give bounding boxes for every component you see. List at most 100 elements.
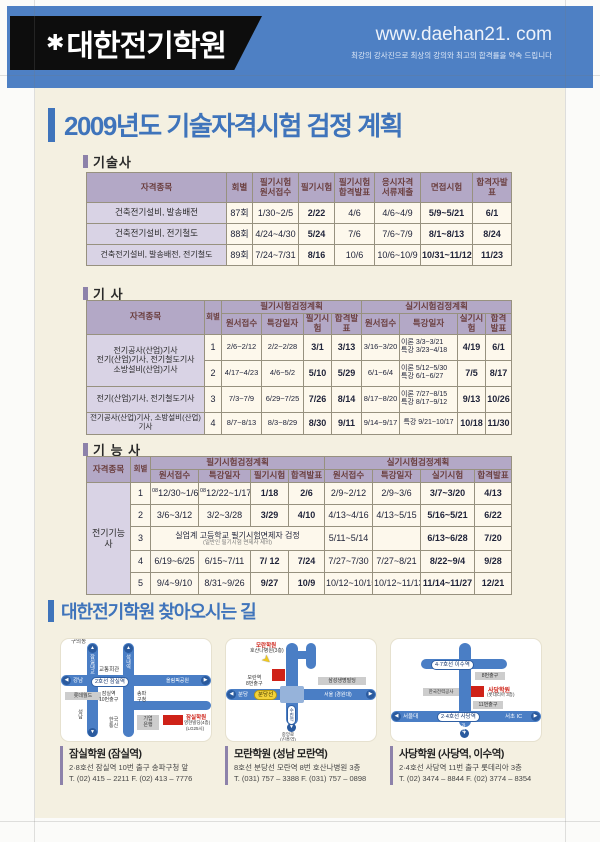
cell: 4 (204, 411, 222, 435)
cell: 10/6 (334, 244, 375, 266)
cell: 5/11~5/14 (324, 526, 373, 551)
cell: 3/2~3/28 (198, 504, 251, 527)
section-bar (83, 443, 88, 456)
cell: 8/22~9/4 (420, 550, 475, 573)
table-row: 3 실업계 고등학교 필기시험면제자 검정 (일반인 필기시험 면제자 제외) 5… (87, 526, 512, 551)
cell: 8/3~8/29 (261, 411, 304, 435)
col-header: 자격종목 (86, 456, 131, 483)
cell: 5/10 (303, 359, 332, 387)
station-badge: 2·4호선 사당역 (437, 712, 480, 723)
section-bar (83, 155, 88, 168)
academy-logo-text: 대한전기학원 (66, 30, 227, 63)
arrow-right-icon: ▶ (201, 676, 210, 685)
academy-label: 모란학원 (256, 643, 277, 649)
cell: 9/4~9/10 (150, 572, 199, 595)
col-header: 특강일자 (261, 313, 304, 335)
col-group-header: 실기시험검정계획 (361, 300, 512, 314)
col-header: 합격발표 (331, 313, 362, 335)
map-label: 서초 IC (505, 714, 523, 720)
cell: 0812/30~1/6 (150, 482, 199, 505)
map-label: 호산나병원(3층) (250, 648, 284, 654)
header-slogan: 최강의 강사진으로 최상의 강의와 최고의 합격률을 약속 드립니다 (351, 51, 552, 60)
cell: 4/6 (334, 202, 375, 224)
cell: 3 (130, 526, 151, 551)
cell: 전기공사(산업)기사 전기(산업)기사, 전기철도기사 소방설비(산업)기사 (86, 333, 205, 387)
table-row: 전기(산업)기사, 전기철도기사 3 7/3~7/9 6/29~7/25 7/2… (86, 385, 512, 413)
cell: 7/27~7/30 (324, 550, 373, 573)
cell: 7/ 12 (250, 550, 289, 573)
road (61, 675, 211, 686)
cell: 4/13 (474, 482, 512, 505)
academy-label: 사당학원 (488, 688, 511, 694)
cell: 2/2~2/28 (261, 333, 304, 361)
cell: 전기공사(산업)기사, 소방설비(산업)기사 (86, 411, 205, 435)
cell: 실업계 고등학교 필기시험면제자 검정 (일반인 필기시험 면제자 제외) (150, 526, 325, 551)
map-label: (LG25시) (186, 726, 205, 731)
map-label: 영현빌딩(4층) (184, 720, 211, 725)
landmark-box: 롯데월드 (65, 692, 101, 701)
cell: 2/9~3/6 (372, 482, 421, 505)
academy-label: 잠실학원 (186, 715, 207, 721)
map-label: 성내역 (125, 654, 131, 669)
col-header: 필기시험 원서접수 (252, 172, 299, 203)
academy-marker (471, 686, 484, 697)
cell: 8/16 (298, 244, 335, 266)
map-jamsil: ▲ ▲ ◀ ▶ ▼ 구의동 잠실대교 성내역 교통회관 강남 2호선 잠실역 올… (60, 638, 212, 742)
col-header: 합격자발표 (472, 172, 512, 203)
map-label: 구의동 (71, 639, 87, 645)
cell: 9/14~9/17 (361, 411, 400, 435)
location-name: 사당학원 (사당역, 이수역) (399, 748, 504, 760)
cell: 4/19 (457, 333, 486, 361)
landmark-box: 기업 은행 (137, 715, 159, 730)
cell: 6/1 (472, 202, 512, 224)
cell: 8/31~9/26 (198, 572, 251, 595)
cell: 4/13~4/16 (324, 504, 373, 527)
map-label: 과천 (461, 723, 467, 732)
cell: 건축전기설비, 발송배전, 전기철도 (86, 244, 227, 266)
cell: 3/29 (250, 504, 289, 527)
cell: 10/12~11/13 (372, 572, 421, 595)
cell: 0812/22~1/17 (198, 482, 251, 505)
location-phone: T. (02) 415 – 2211 F. (02) 413 – 7776 (69, 773, 193, 783)
table-gisa: 자격종목 회별 필기시험검정계획 실기시험검정계획 원서접수 특강일자 필기시험… (86, 300, 512, 435)
cell: 3/13 (331, 333, 362, 361)
col-header: 원서접수 (324, 469, 373, 483)
road (127, 701, 211, 710)
cell: 10/26 (485, 385, 512, 413)
location-jamsil: 잠실학원 (잠실역) 2·8호선 잠실역 10번 출구 송파구청 앞 T. (0… (60, 746, 227, 785)
col-header: 실기시험 (457, 313, 486, 335)
cell: 11/30 (485, 411, 512, 435)
section-label: 기 사 (93, 287, 124, 302)
cell: 12/21 (474, 572, 512, 595)
cell: 건축전기설비, 전기철도 (86, 223, 227, 245)
cell: 7/6~7/9 (374, 223, 421, 245)
cell: 8/17~8/20 (361, 385, 400, 413)
title-bar (48, 600, 54, 622)
cell: 7/24~7/31 (252, 244, 299, 266)
cell: 2/9~2/12 (324, 482, 373, 505)
cell: 7/6 (334, 223, 375, 245)
cell: 6/29~7/25 (261, 385, 304, 413)
cell: 4/10 (288, 504, 325, 527)
table-row: 전기공사(산업)기사 전기(산업)기사, 전기철도기사 소방설비(산업)기사 1… (86, 333, 512, 387)
col-header: 필기시험 (298, 172, 335, 203)
map-label: 강남 (73, 678, 84, 684)
cell (372, 526, 421, 551)
station-badge: 4·7호선 이수역 (431, 660, 474, 671)
asterisk-icon: ✱ (45, 30, 65, 55)
cell: 7/27~8/21 (372, 550, 421, 573)
map-label: 분당 (238, 692, 249, 698)
map-label: 성남 (77, 709, 83, 719)
col-header: 응시자격 서류제출 (374, 172, 421, 203)
cell: 7/24 (288, 550, 325, 573)
location-moran: 모란학원 (성남 모란역) 8호선 분당선 모란역 8번 호산나병원 3층 T.… (225, 746, 392, 785)
guide-line (565, 0, 566, 842)
table-row: 건축전기설비, 발송배전, 전기철도 89회 7/24~7/31 8/16 10… (86, 244, 512, 266)
col-header: 합격발표 (474, 469, 512, 483)
col-header: 특강일자 (372, 469, 421, 483)
map-label: 올림픽공원 (166, 678, 190, 684)
map-sadang: ◀ ▶ ▼ 4·7호선 이수역 8번출구 사당학원 (롯데리아 3층) 한국전력… (390, 638, 542, 742)
road (288, 651, 314, 659)
cell: 8/1~8/13 (420, 223, 473, 245)
cell: 10/31~11/12 (420, 244, 473, 266)
